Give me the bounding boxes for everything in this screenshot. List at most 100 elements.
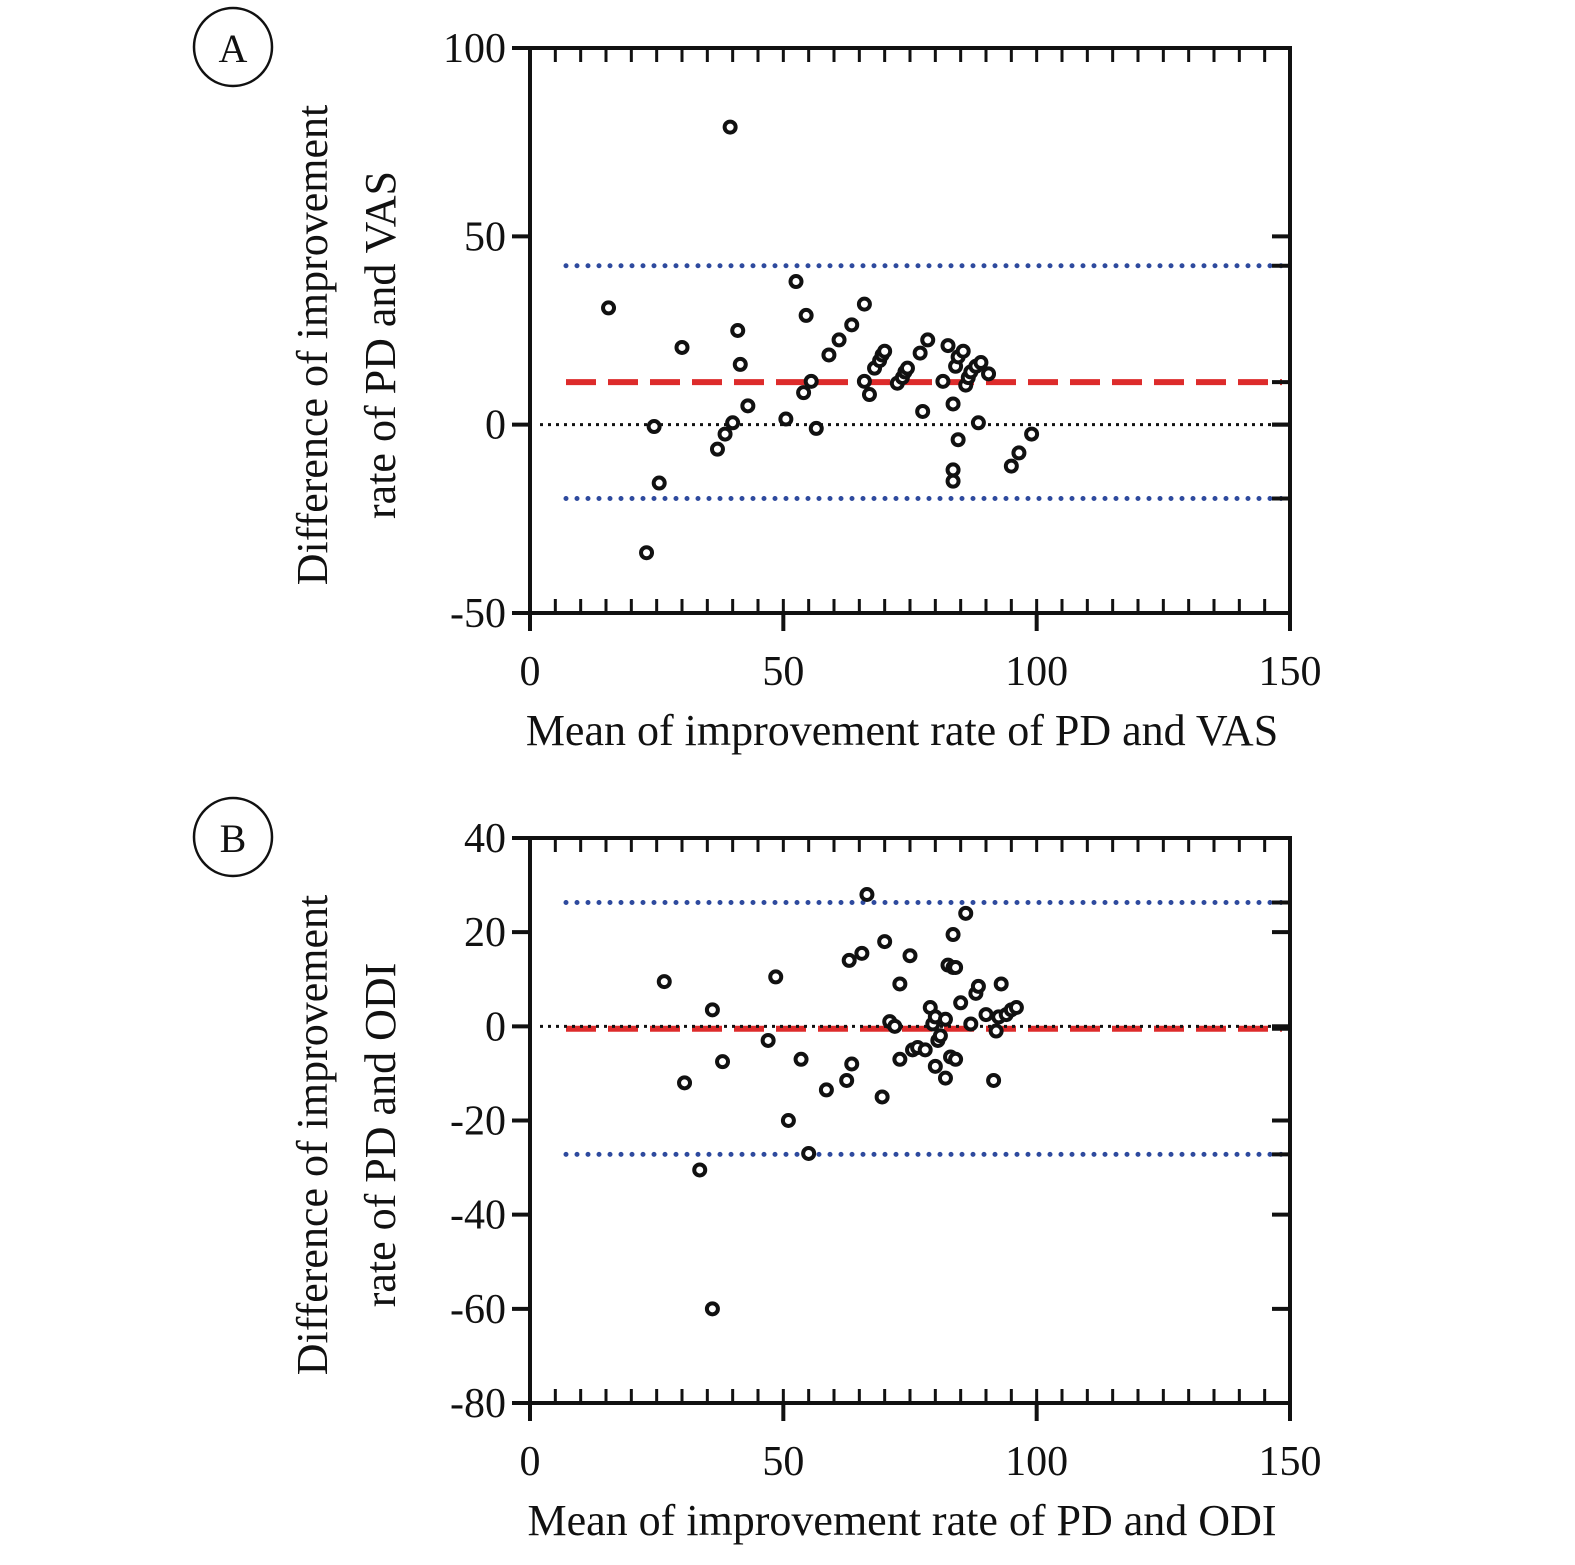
data-point [798,307,814,323]
data-point [732,356,748,372]
data-point [821,347,837,363]
data-point [877,934,893,950]
data-point [948,1051,964,1067]
data-point [715,1054,731,1070]
data-point [801,1145,817,1161]
data-point [1024,426,1040,442]
data-point [639,545,655,561]
y-tick-label: -20 [450,1099,506,1145]
y-tick-label: 40 [464,816,506,862]
data-point [892,1051,908,1067]
data-point [601,300,617,316]
x-axis-title: Mean of improvement rate of PD and VAS [526,706,1278,755]
data-point [674,339,690,355]
x-tick-label: 0 [520,649,541,695]
x-tick-label: 0 [520,1439,541,1485]
x-axis-title: Mean of improvement rate of PD and ODI [527,1496,1276,1545]
data-point [841,952,857,968]
data-point [788,274,804,290]
data-point [978,1007,994,1023]
x-tick-label: 50 [762,649,804,695]
data-point [861,387,877,403]
data-point [970,978,986,994]
data-point [937,1011,953,1027]
y-tick-label: -80 [450,1381,506,1427]
data-point [958,905,974,921]
data-point [704,1301,720,1317]
data-point [988,1023,1004,1039]
data-point [953,995,969,1011]
data-point [986,1072,1002,1088]
panel-b: B Difference of improvement rate of PD a… [192,796,1322,1545]
data-point [730,323,746,338]
data-point [955,343,971,359]
data-point [912,345,928,361]
data-point [854,945,870,961]
data-point [945,473,961,489]
data-point [935,373,951,389]
data-point [899,360,915,376]
y-tick-label: -50 [450,591,506,637]
data-point [993,976,1009,992]
data-point [940,338,956,354]
y-tick-label: 0 [485,1004,506,1050]
data-point [915,403,931,419]
data-point [981,366,997,382]
data-point [725,415,741,431]
data-point [780,1113,796,1128]
data-point [1011,445,1027,461]
data-point [950,432,966,448]
y-tick-label: -40 [450,1193,506,1239]
data-point [717,426,733,442]
panel-a: A Difference of improvement rate of PD a… [192,6,1322,755]
data-point [740,398,756,414]
y-tick-label: 20 [464,910,506,956]
data-point [1008,1000,1024,1015]
data-point [692,1162,708,1178]
x-tick-label: 50 [762,1439,804,1485]
data-point [793,1051,809,1067]
x-tick-label: 150 [1259,649,1322,695]
data-point [927,1058,943,1074]
data-point [945,927,961,943]
data-point [651,475,667,491]
y-tick-label: 0 [485,403,506,449]
data-point [709,441,725,457]
panel-label: B [220,816,247,861]
data-point [970,415,986,431]
y-axis-title-line1: Difference of improvement [288,105,337,586]
data-point [932,1028,948,1044]
data-point [877,343,893,359]
data-point [844,317,860,333]
data-point [808,420,824,436]
data-point [917,1042,933,1058]
y-tick-label: 50 [464,214,506,260]
data-point [887,1018,903,1034]
data-point [856,373,872,389]
data-point [1003,458,1019,474]
data-point [973,355,989,371]
data-point [768,969,784,985]
y-tick-label: 100 [443,26,506,72]
data-point [704,1002,720,1018]
data-point [937,1070,953,1086]
data-point [920,332,936,348]
data-point [778,411,794,427]
data-point [839,1072,855,1088]
x-tick-label: 100 [1005,1439,1068,1485]
x-tick-label: 100 [1005,649,1068,695]
panel-label-circle [192,796,274,878]
y-tick-label: -60 [450,1287,506,1333]
panel-label: A [219,26,248,71]
data-point [722,119,738,135]
data-point [796,385,812,401]
data-point [963,1016,979,1032]
data-point [948,959,964,975]
data-point [646,419,662,435]
y-axis-title-line2: rate of PD and ODI [356,963,405,1308]
data-point [818,1082,834,1098]
data-point [677,1075,693,1091]
data-point [803,373,819,389]
data-point [859,887,875,902]
